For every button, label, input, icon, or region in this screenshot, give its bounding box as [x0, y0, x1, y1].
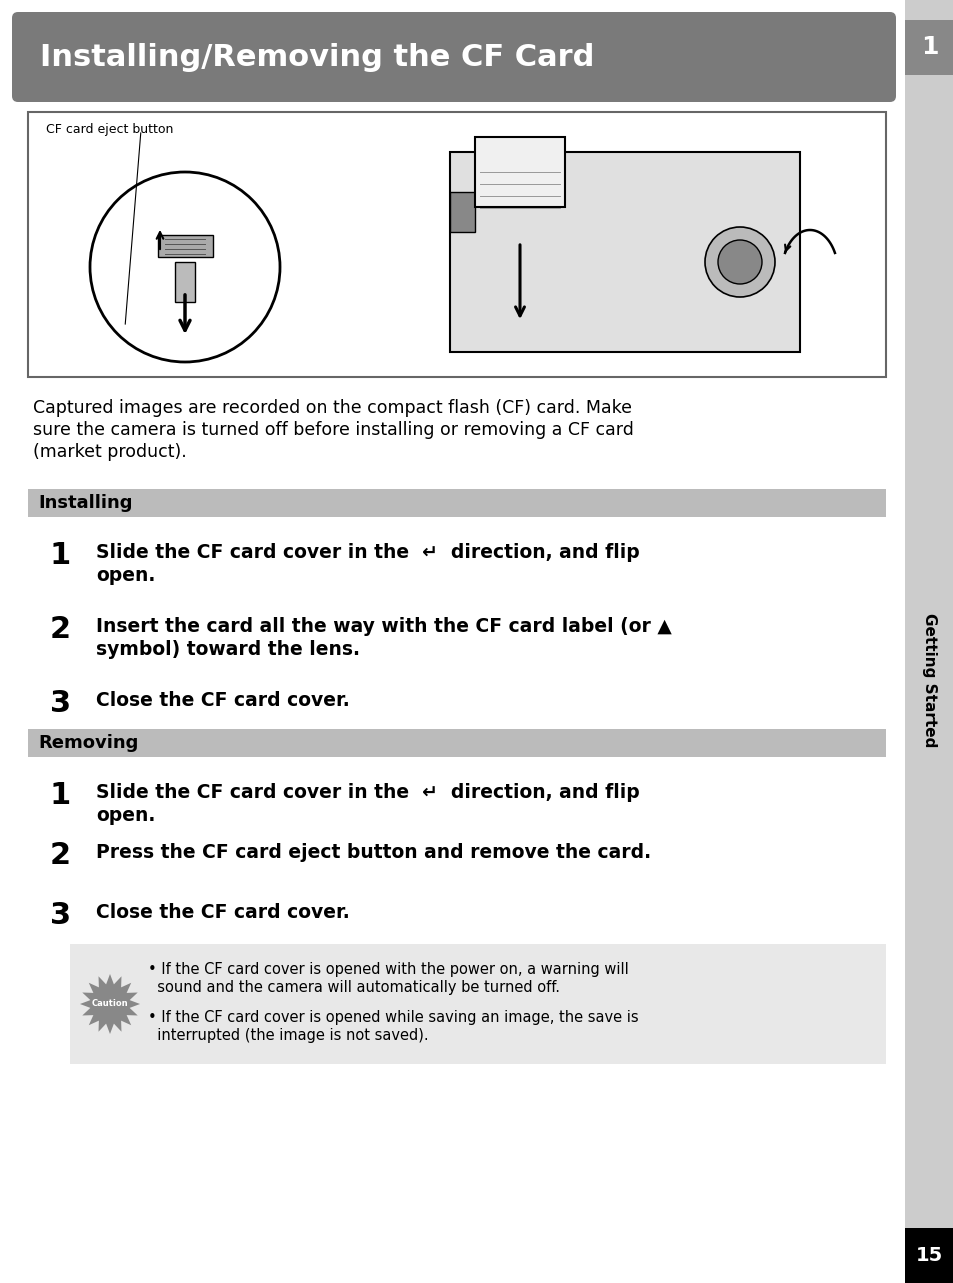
Text: sure the camera is turned off before installing or removing a CF card: sure the camera is turned off before ins… — [33, 421, 633, 439]
Bar — [904, 0, 953, 1283]
Text: • If the CF card cover is opened with the power on, a warning will: • If the CF card cover is opened with th… — [148, 962, 628, 976]
Bar — [904, 21, 953, 74]
Text: symbol) toward the lens.: symbol) toward the lens. — [96, 640, 359, 659]
Circle shape — [704, 227, 774, 296]
FancyBboxPatch shape — [12, 12, 895, 103]
Text: CF card eject button: CF card eject button — [46, 123, 173, 136]
Bar — [475, 137, 564, 207]
Text: (market product).: (market product). — [33, 443, 187, 461]
Text: Getting Started: Getting Started — [921, 613, 936, 747]
Text: Press the CF card eject button and remove the card.: Press the CF card eject button and remov… — [96, 843, 651, 862]
Text: 3: 3 — [50, 901, 71, 930]
Text: Close the CF card cover.: Close the CF card cover. — [96, 692, 350, 709]
Bar — [28, 729, 885, 757]
Circle shape — [90, 172, 280, 362]
Bar — [28, 489, 885, 517]
Text: Captured images are recorded on the compact flash (CF) card. Make: Captured images are recorded on the comp… — [33, 399, 631, 417]
Bar — [904, 1228, 953, 1283]
Text: sound and the camera will automatically be turned off.: sound and the camera will automatically … — [148, 980, 559, 996]
Text: 1: 1 — [50, 781, 71, 810]
Text: 2: 2 — [50, 840, 71, 870]
Text: Insert the card all the way with the CF card label (or ▲: Insert the card all the way with the CF … — [96, 617, 671, 636]
Text: Slide the CF card cover in the  ↵  direction, and flip: Slide the CF card cover in the ↵ directi… — [96, 783, 639, 802]
Text: 1: 1 — [920, 36, 937, 59]
Text: Installing/Removing the CF Card: Installing/Removing the CF Card — [40, 42, 594, 72]
Bar — [450, 151, 800, 352]
Text: Removing: Removing — [38, 734, 138, 752]
Text: Caution: Caution — [91, 999, 128, 1008]
Bar — [158, 235, 213, 257]
Bar — [450, 192, 475, 232]
Bar — [174, 262, 194, 302]
Bar — [28, 112, 885, 377]
Text: Close the CF card cover.: Close the CF card cover. — [96, 903, 350, 922]
Text: Installing: Installing — [38, 494, 132, 512]
Text: open.: open. — [96, 806, 155, 825]
Text: Slide the CF card cover in the  ↵  direction, and flip: Slide the CF card cover in the ↵ directi… — [96, 543, 639, 562]
Text: 2: 2 — [50, 615, 71, 644]
Bar — [70, 944, 885, 1064]
Circle shape — [718, 240, 761, 284]
Text: 15: 15 — [915, 1246, 943, 1265]
Text: interrupted (the image is not saved).: interrupted (the image is not saved). — [148, 1028, 428, 1043]
Text: 1: 1 — [50, 541, 71, 570]
Polygon shape — [80, 974, 140, 1034]
Text: 3: 3 — [50, 689, 71, 718]
Text: open.: open. — [96, 566, 155, 585]
Text: • If the CF card cover is opened while saving an image, the save is: • If the CF card cover is opened while s… — [148, 1010, 638, 1025]
